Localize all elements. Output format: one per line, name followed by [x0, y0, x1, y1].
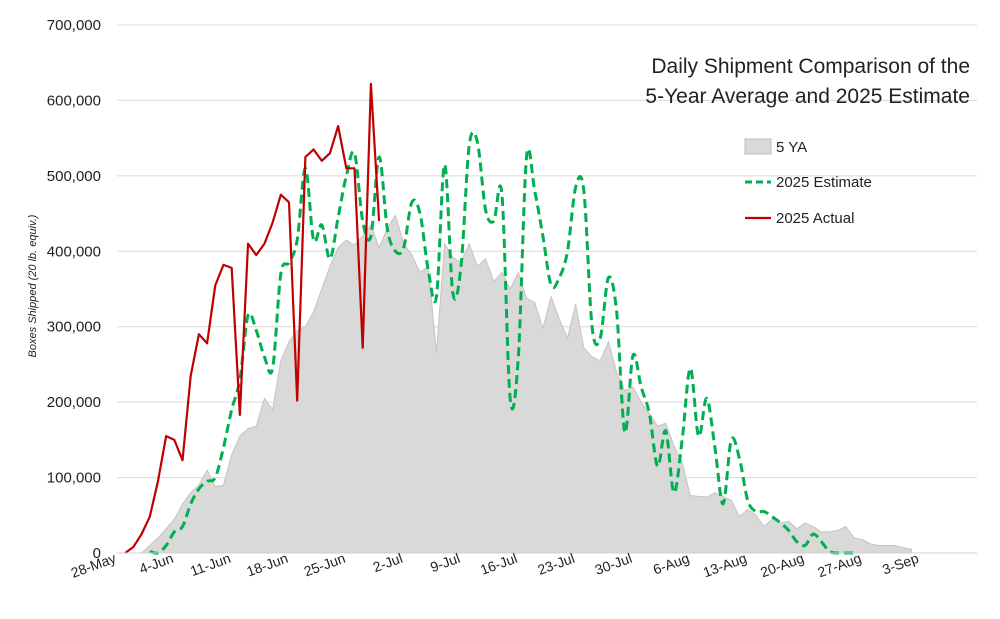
x-tick-label: 13-Aug [701, 550, 749, 580]
series-area-5ya [140, 213, 912, 554]
legend: 5 YA 2025 Estimate 2025 Actual [744, 138, 872, 227]
series-line-2025-actual [124, 82, 381, 554]
x-tick-label: 23-Jul [535, 550, 576, 578]
line-layer [124, 82, 855, 555]
x-tick-label: 9-Jul [428, 550, 462, 575]
x-tick-label: 4-Jun [137, 550, 175, 577]
legend-label-5ya: 5 YA [776, 139, 807, 156]
y-tick-label: 200,000 [47, 394, 101, 411]
x-tick-labels: 28-May 4-Jun 11-Jun 18-Jun 25-Jun 2-Jul 9-Jul 1… [69, 550, 921, 581]
x-tick-label: 18-Jun [244, 550, 290, 580]
x-tick-label: 2-Jul [371, 550, 405, 575]
chart-title-line-1: Daily Shipment Comparison of the [651, 55, 970, 78]
x-tick-label: 30-Jul [593, 550, 634, 578]
x-tick-label: 3-Sep [880, 550, 921, 578]
y-tick-label: 300,000 [47, 319, 101, 336]
y-tick-label: 700,000 [47, 17, 101, 34]
x-tick-label: 11-Jun [188, 550, 233, 579]
x-tick-label: 25-Jun [302, 550, 348, 580]
y-tick-label: 400,000 [47, 243, 101, 260]
chart-title-line-2: 5-Year Average and 2025 Estimate [645, 85, 970, 108]
legend-label-actual: 2025 Actual [776, 210, 854, 227]
legend-label-estimate: 2025 Estimate [776, 174, 872, 191]
y-tick-labels: 0 100,000 200,000 300,000 400,000 500,000 600,… [47, 17, 101, 562]
series-line-2025-estimate [149, 130, 855, 555]
area-layer [140, 213, 912, 554]
legend-swatch-5ya [744, 138, 772, 155]
y-tick-label: 100,000 [47, 470, 101, 487]
x-tick-label: 20-Aug [758, 550, 806, 580]
y-tick-label: 600,000 [47, 92, 101, 109]
x-tick-label: 6-Aug [651, 550, 692, 578]
y-tick-label: 0 [93, 545, 101, 562]
y-tick-label: 500,000 [47, 168, 101, 185]
y-axis-label: Boxes Shipped (20 lb. equiv.) [27, 214, 39, 357]
x-tick-label: 16-Jul [478, 550, 519, 578]
